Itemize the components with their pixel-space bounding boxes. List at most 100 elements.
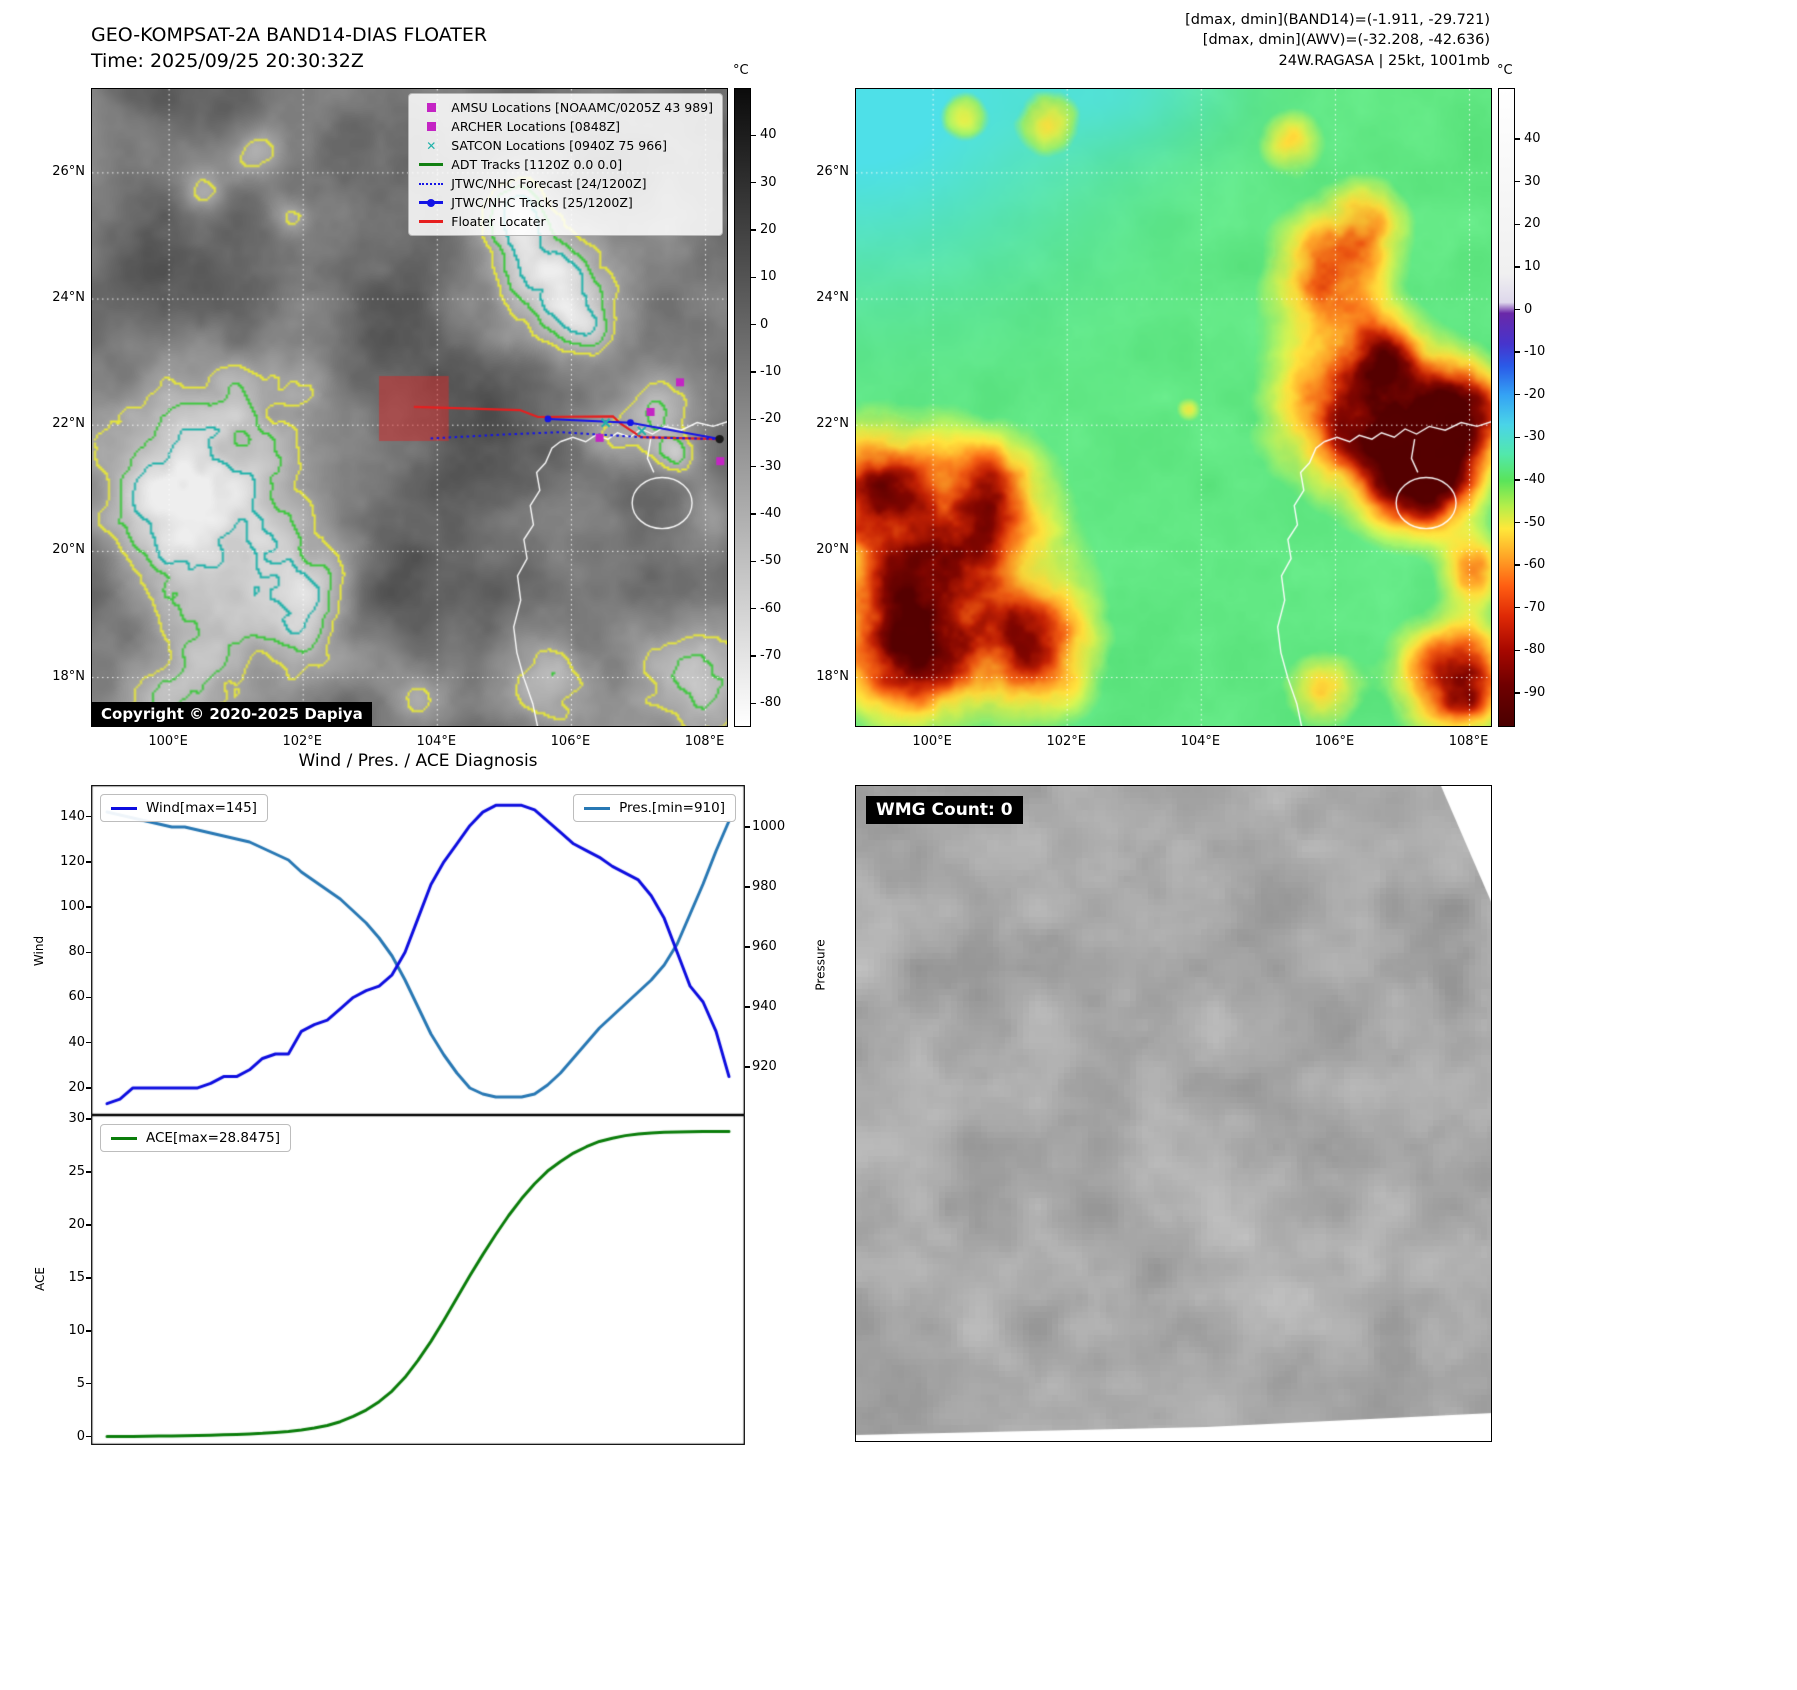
band14-lon-tick-label: 104°E (416, 734, 457, 749)
legend-item: ADT Tracks [1120Z 0.0 0.0] (418, 156, 713, 173)
band14-lat-tick-label: 22°N (52, 416, 85, 432)
pressure-ytick-label: 1000 (752, 819, 786, 834)
ace-axis-label: ACE (32, 1267, 47, 1291)
pressure-axis-label: Pressure (813, 939, 828, 991)
awv-colorbar-tick-label: 40 (1524, 131, 1541, 147)
awv-colorbar-tickmark (1515, 351, 1520, 353)
band14-colorbar-tickmark (751, 134, 756, 137)
band14-colorbar-tick-label: 20 (760, 222, 777, 237)
wind-ytickmark (86, 951, 91, 953)
square-marker-icon (418, 122, 444, 131)
band14-colorbar-tick-label: -40 (760, 506, 782, 521)
awv-colorbar-tick-label: -30 (1524, 429, 1546, 445)
awv-colorbar-tickmark (1515, 308, 1520, 311)
band14-lon-tick-label: 108°E (684, 734, 725, 749)
awv-colorbar-tick-label: -40 (1524, 471, 1546, 487)
ace-ytick-label: 30 (68, 1111, 85, 1127)
ace-legend: ACE[max=28.8475] (100, 1124, 292, 1152)
pressure-legend-label: Pres.[min=910] (619, 800, 725, 816)
awv-colorbar-tick-label: 20 (1524, 216, 1541, 232)
wind-legend-label: Wind[max=145] (146, 800, 257, 816)
legend-item: ARCHER Locations [0848Z] (418, 118, 713, 135)
awv-lon-tick-label: 108°E (1448, 734, 1489, 749)
legend-item-label: ADT Tracks [1120Z 0.0 0.0] (451, 157, 623, 172)
pressure-ytickmark (745, 946, 750, 948)
band14-colorbar-tickmark (751, 465, 756, 468)
wind-ytickmark (86, 996, 91, 999)
square-marker-icon (418, 103, 444, 112)
awv-lon-tick-label: 100°E (912, 734, 952, 749)
awv-colorbar-tickmark (1515, 393, 1520, 396)
band14-colorbar-tick-label: -60 (760, 600, 782, 616)
band14-colorbar-tickmark (751, 276, 756, 279)
x-marker-icon: ✕ (426, 138, 437, 153)
pressure-line-sample-icon (584, 806, 611, 810)
awv-colorbar-tick-label: 10 (1524, 258, 1541, 274)
awv-colorbar-tick-label: -50 (1524, 514, 1546, 530)
pressure-ytickmark (745, 1066, 750, 1068)
wind-ytick-label: 100 (60, 899, 85, 915)
legend-item-label: AMSU Locations [NOAAMC/0205Z 43 989] (451, 100, 713, 115)
band14-colorbar-tickmark (751, 702, 756, 705)
awv-colorbar-tick-label: -80 (1524, 642, 1546, 658)
awv-lat-tick-label: 26°N (816, 163, 849, 179)
ace-ytickmark (86, 1435, 91, 1438)
diagnosis-title: Wind / Pres. / ACE Diagnosis (298, 751, 538, 771)
legend-item: Floater Locater (418, 213, 713, 230)
awv-lon-tick-label: 106°E (1314, 734, 1355, 749)
legend-item: ✕ SATCON Locations [0940Z 75 966] (418, 137, 713, 154)
awv-lat-tick-label: 22°N (816, 416, 849, 432)
awv-colorbar-tickmark (1515, 564, 1520, 566)
band14-colorbar-tickmark (751, 513, 756, 515)
ace-ytickmark (86, 1171, 91, 1173)
legend-item: JTWC/NHC Tracks [25/1200Z] (418, 194, 713, 211)
awv-colorbar-tickmark (1515, 606, 1520, 609)
band14-colorbar-tick-label: -50 (760, 553, 782, 569)
wind-ytickmark (86, 861, 91, 863)
legend-item: JTWC/NHC Forecast [24/1200Z] (418, 175, 713, 192)
pressure-legend: Pres.[min=910] (573, 794, 736, 822)
ace-ytick-label: 10 (68, 1322, 85, 1338)
pressure-ytickmark (745, 886, 750, 888)
storm-status-label: 24W.RAGASA | 25kt, 1001mb (1278, 53, 1490, 69)
wind-ytick-label: 120 (60, 853, 85, 869)
line-marker-icon (418, 163, 444, 166)
band14-lon-tick-label: 100°E (148, 734, 188, 749)
band14-colorbar-tick-label: 0 (760, 316, 769, 332)
ace-line-sample-icon (111, 1136, 137, 1140)
awv-colorbar-tickmark (1515, 223, 1520, 226)
band14-colorbar-tick-label: 40 (760, 127, 777, 143)
wind-ytick-label: 140 (60, 808, 85, 824)
wind-ytickmark (86, 1041, 91, 1044)
awv-colorbar-tick-label: -10 (1524, 344, 1546, 360)
awv-colorbar-tickmark (1515, 479, 1520, 481)
ace-ytick-label: 20 (68, 1217, 85, 1232)
ace-ytick-label: 15 (68, 1269, 85, 1285)
wind-ytickmark (86, 1087, 91, 1089)
band14-map-panel: AMSU Locations [NOAAMC/0205Z 43 989] ARCH… (91, 88, 728, 727)
legend-item-label: ARCHER Locations [0848Z] (451, 119, 621, 134)
awv-colorbar-tickmark (1515, 180, 1520, 183)
ace-ytickmark (86, 1277, 91, 1279)
awv-lat-tick-label: 20°N (816, 542, 849, 558)
wind-ytick-label: 60 (68, 989, 85, 1005)
awv-satellite-image (856, 89, 1491, 726)
pressure-ytick-label: 940 (752, 999, 777, 1014)
band14-lat-tick-label: 24°N (52, 290, 85, 306)
wind-axis-label: Wind (32, 935, 47, 967)
pressure-ytick-label: 960 (752, 939, 777, 954)
band14-colorbar-tickmark (751, 229, 756, 231)
wind-ytickmark (86, 906, 91, 908)
awv-colorbar-unit: °C (1497, 63, 1513, 78)
pressure-ytick-label: 920 (752, 1059, 777, 1074)
band14-colorbar-tick-label: -20 (760, 411, 782, 427)
ace-ytick-label: 0 (76, 1428, 85, 1444)
pressure-ytick-label: 980 (752, 879, 777, 894)
band14-colorbar-unit: °C (733, 63, 749, 78)
awv-colorbar-tickmark (1515, 649, 1520, 652)
diagnosis-charts-panel: Wind[max=145] Pres.[min=910] ACE[max=28.… (91, 785, 745, 1445)
ace-ytick-label: 5 (76, 1375, 85, 1391)
wind-ytickmark (86, 815, 91, 818)
band14-lon-tick-label: 106°E (550, 734, 591, 749)
band14-colorbar-tick-label: -10 (760, 364, 782, 379)
